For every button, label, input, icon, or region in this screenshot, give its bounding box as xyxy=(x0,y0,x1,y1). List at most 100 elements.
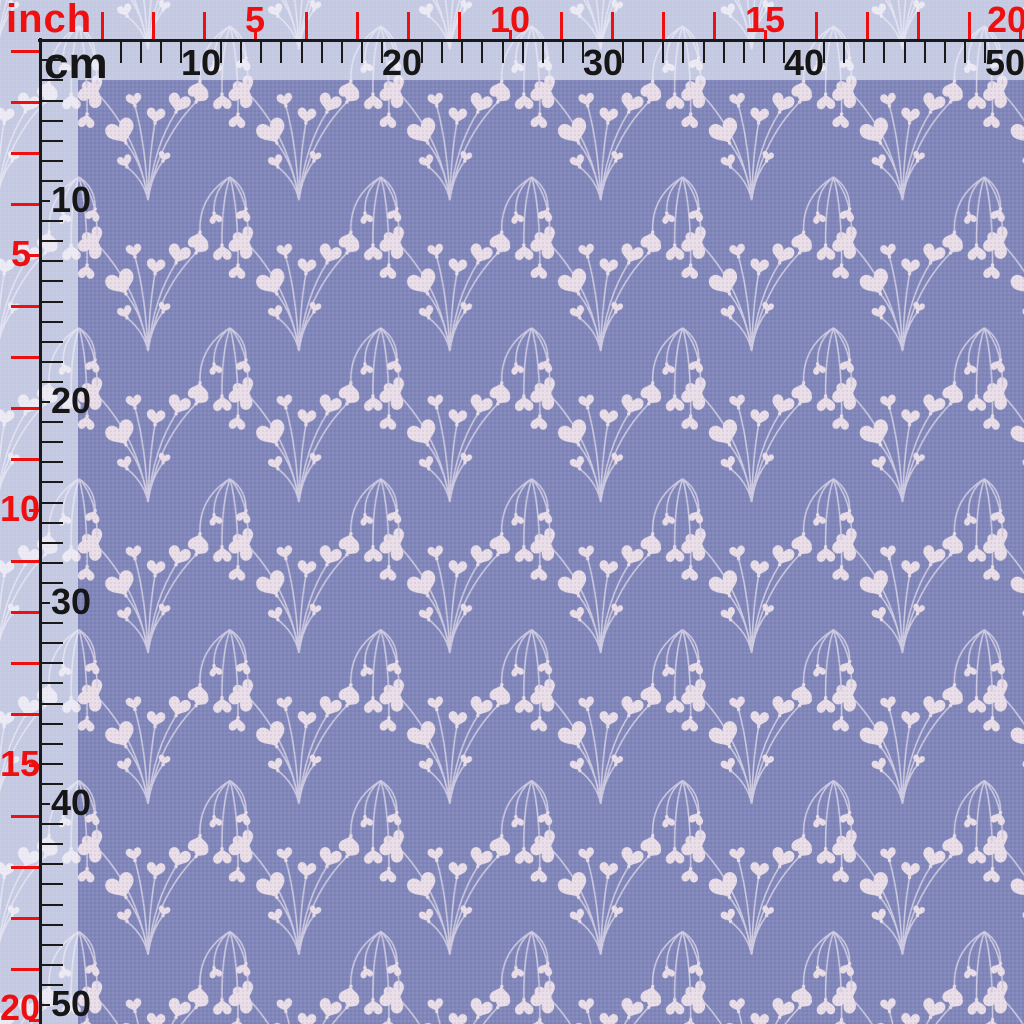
cm-tick-left xyxy=(42,943,63,946)
cm-ruler-vertical-line xyxy=(38,38,42,1024)
cm-number-top: 40 xyxy=(783,42,825,83)
cm-tick-left xyxy=(42,782,63,785)
cm-tick-top xyxy=(581,42,584,63)
inch-tick-top xyxy=(865,12,869,39)
cm-tick-left xyxy=(42,421,63,424)
cm-tick-top xyxy=(782,42,785,63)
cm-tick-top xyxy=(521,42,524,63)
cm-tick-top xyxy=(481,42,484,63)
cm-tick-left xyxy=(42,883,63,886)
inch-number-left: 5 xyxy=(10,233,31,274)
cm-tick-top xyxy=(983,42,986,63)
cm-tick-top xyxy=(762,42,765,63)
inch-tick-top xyxy=(559,12,563,39)
cm-tick-left xyxy=(42,179,63,182)
inch-tick-top xyxy=(661,12,665,39)
cm-tick-top xyxy=(421,42,424,63)
cm-tick-top xyxy=(963,42,966,63)
cm-tick-left xyxy=(42,159,63,162)
cm-tick-left xyxy=(42,240,63,243)
cm-number-top: 50 xyxy=(984,42,1024,83)
cm-tick-left xyxy=(42,983,63,986)
cm-tick-left xyxy=(42,923,63,926)
inch-tick-left xyxy=(11,355,39,359)
inch-tick-top xyxy=(406,12,410,39)
cm-tick-left xyxy=(42,722,63,725)
inch-number-left: 10 xyxy=(0,488,41,529)
inch-tick-top xyxy=(814,12,818,39)
cm-tick-left xyxy=(42,662,63,665)
cm-tick-left xyxy=(42,541,63,544)
cm-number-left: 50 xyxy=(51,983,92,1024)
inch-tick-top xyxy=(151,12,155,39)
cm-tick-top xyxy=(642,42,645,63)
cm-tick-top xyxy=(662,42,665,63)
cm-tick-top xyxy=(622,42,625,63)
cm-tick-left xyxy=(42,863,63,866)
cm-number-top: 20 xyxy=(381,42,423,83)
cm-tick-left xyxy=(42,360,63,363)
cm-tick-left xyxy=(42,702,63,705)
cm-tick-left-short xyxy=(41,200,50,202)
cm-tick-left xyxy=(42,823,63,826)
cm-tick-left xyxy=(42,139,63,142)
inch-tick-left xyxy=(29,508,39,512)
cm-tick-top xyxy=(220,42,223,63)
cm-number-left: 40 xyxy=(51,782,92,823)
inch-tick-left xyxy=(11,661,39,665)
cm-tick-top xyxy=(240,42,243,63)
cm-tick-top xyxy=(300,42,303,63)
inch-tick-left xyxy=(11,916,39,920)
cm-tick-left xyxy=(42,59,63,62)
cm-tick-left xyxy=(42,501,63,504)
cm-tick-top xyxy=(340,42,343,63)
inch-tick-left xyxy=(11,610,39,614)
cm-tick-top xyxy=(461,42,464,63)
inch-number-top: 10 xyxy=(489,0,531,40)
cm-tick-top xyxy=(280,42,283,63)
cm-tick-left xyxy=(42,622,63,625)
cm-tick-left xyxy=(42,481,63,484)
cm-tick-left xyxy=(42,521,63,524)
cm-tick-top xyxy=(863,42,866,63)
inch-tick-top xyxy=(712,12,716,39)
cm-tick-top xyxy=(923,42,926,63)
cm-tick-top xyxy=(943,42,946,63)
cm-tick-left xyxy=(42,461,63,464)
cm-tick-left xyxy=(42,682,63,685)
inch-number-left: 15 xyxy=(0,743,41,784)
cm-tick-top xyxy=(682,42,685,63)
cm-tick-top xyxy=(843,42,846,63)
inch-tick-top xyxy=(916,12,920,39)
cm-tick-top xyxy=(541,42,544,63)
inch-tick-left xyxy=(11,967,39,971)
cm-number-top: 30 xyxy=(582,42,624,83)
cm-tick-top xyxy=(742,42,745,63)
cm-tick-top xyxy=(139,42,142,63)
cm-tick-top xyxy=(823,42,826,63)
cm-tick-top xyxy=(702,42,705,63)
inch-tick-left xyxy=(11,100,39,104)
cm-tick-left xyxy=(42,380,63,383)
cm-tick-top xyxy=(561,42,564,63)
cm-tick-top xyxy=(903,42,906,63)
cm-tick-left xyxy=(42,220,63,223)
inch-tick-left xyxy=(11,814,39,818)
inch-number-top: 5 xyxy=(244,0,266,40)
inch-tick-top xyxy=(202,12,206,39)
cm-tick-top xyxy=(260,42,263,63)
cm-tick-left xyxy=(42,742,63,745)
cm-tick-left-short xyxy=(41,401,50,403)
inch-tick-top xyxy=(508,30,512,39)
inch-number-top: 15 xyxy=(744,0,786,40)
cm-number-left: 10 xyxy=(51,179,92,220)
cm-tick-left xyxy=(42,300,63,303)
inch-tick-left xyxy=(11,151,39,155)
cm-tick-left xyxy=(42,280,63,283)
cm-tick-left xyxy=(42,642,63,645)
inch-tick-top xyxy=(763,30,767,39)
cm-tick-left xyxy=(42,963,63,966)
inch-tick-top xyxy=(967,12,971,39)
